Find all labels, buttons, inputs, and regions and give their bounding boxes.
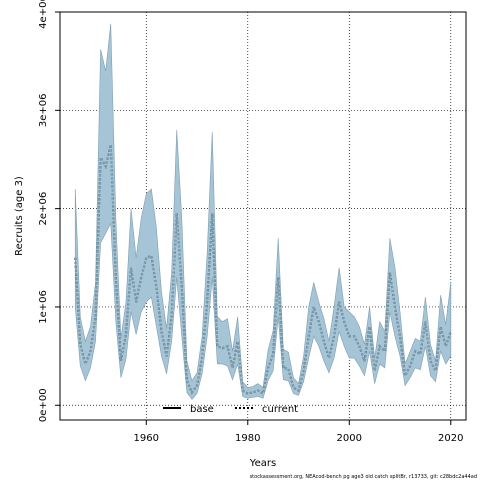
y-tick-label-4: 4e+06 bbox=[38, 0, 49, 29]
x-axis-title: Years bbox=[249, 458, 276, 469]
x-tick-label-1980: 1980 bbox=[235, 433, 260, 444]
legend: base current bbox=[163, 404, 298, 415]
x-tick-label-1960: 1960 bbox=[134, 433, 159, 444]
x-tick-label-2020: 2020 bbox=[438, 433, 463, 444]
series-line-current bbox=[74, 144, 452, 396]
legend-label-current: current bbox=[262, 404, 298, 415]
y-axis: 0e+00 1e+06 2e+06 3e+06 4e+06 bbox=[38, 0, 60, 422]
y-tick-label-3: 3e+06 bbox=[38, 94, 49, 128]
x-axis: 1960 1980 2000 2020 bbox=[134, 420, 464, 444]
plot-frame bbox=[59, 11, 467, 421]
y-tick-label-0: 0e+00 bbox=[38, 388, 49, 422]
y-tick-label-1: 1e+06 bbox=[38, 290, 49, 324]
y-axis-title: Recruits (age 3) bbox=[14, 176, 25, 256]
legend-label-base: base bbox=[190, 404, 214, 415]
footer-credit: stockassessment.org, NEAcod-bench pg age… bbox=[250, 474, 477, 480]
x-tick-label-2000: 2000 bbox=[337, 433, 362, 444]
confidence-band bbox=[74, 23, 452, 400]
y-tick-label-2: 2e+06 bbox=[38, 192, 49, 226]
